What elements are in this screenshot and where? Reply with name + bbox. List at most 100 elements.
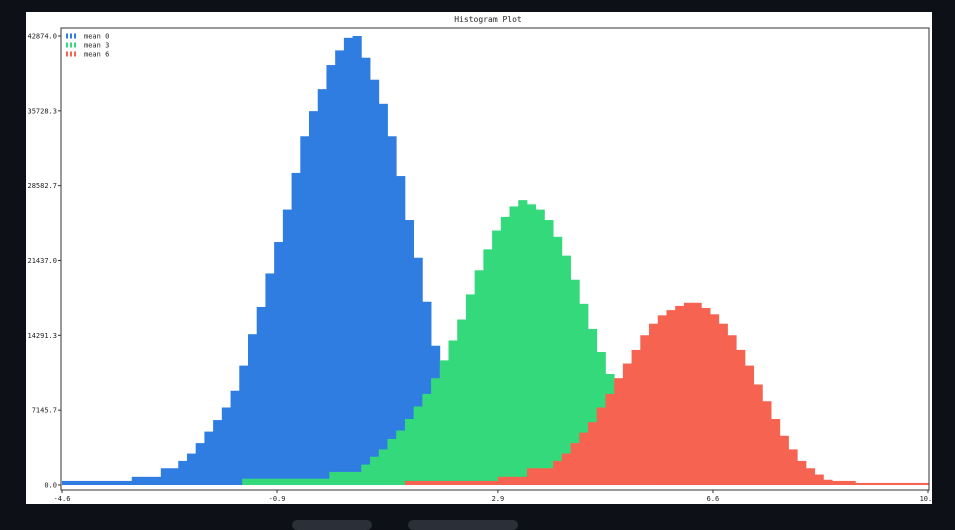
chart-title: Histogram Plot [454, 15, 522, 24]
histogram-bar [204, 431, 214, 485]
histogram-bar [370, 456, 380, 485]
histogram-bar [396, 430, 406, 485]
y-tick-label: 28582.7 [27, 182, 57, 190]
histogram-bar [221, 407, 231, 485]
y-tick-label: 7145.7 [32, 407, 57, 415]
histogram-bar [404, 419, 415, 485]
x-tick-label: -0.9 [269, 495, 286, 503]
histogram-bar [413, 406, 423, 485]
histogram-bar [242, 478, 330, 485]
histogram-bar [788, 449, 798, 485]
histogram-bar [509, 206, 519, 485]
histogram-bar [823, 479, 833, 485]
histogram-bar [553, 236, 563, 485]
histogram-bar [309, 111, 319, 485]
histogram-bar [710, 314, 720, 485]
histogram-bar [683, 302, 694, 485]
histogram-bar [631, 349, 641, 485]
x-tick-label: 6.6 [707, 495, 720, 503]
histogram-bar [62, 480, 133, 485]
histogram-bar [291, 172, 301, 486]
legend-marker [66, 42, 76, 48]
histogram-bar [814, 474, 824, 485]
histogram-bar [666, 310, 676, 485]
x-tick-label: 10.3 [920, 495, 932, 503]
series-1 [62, 36, 449, 486]
plot-frame [60, 27, 930, 491]
histogram-bar [413, 257, 423, 485]
histogram-bar [213, 420, 223, 485]
histogram-bar [265, 273, 275, 485]
histogram-bar [596, 407, 606, 485]
histogram-bar [500, 216, 510, 485]
histogram-bar [465, 294, 476, 485]
histogram-bar [230, 390, 240, 485]
histogram-bar [561, 255, 571, 485]
histogram-bar [587, 422, 598, 485]
histogram-plot: Histogram Plot -4.6 -0.9 2.9 6.6 10.3 0.0 7145… [27, 15, 932, 504]
toolbar-chip[interactable] [292, 520, 372, 530]
histogram-bar [649, 323, 659, 485]
y-tick-label: 14291.3 [27, 332, 57, 340]
histogram-bar [361, 57, 371, 485]
histogram-bar [526, 204, 537, 485]
histogram-bar [570, 279, 580, 485]
histogram-bar [614, 378, 624, 485]
histogram-bar [457, 319, 467, 485]
histogram-bar [378, 449, 388, 485]
histogram-bar [570, 443, 580, 485]
histogram-bar [605, 393, 615, 485]
histogram-bar [535, 209, 545, 485]
histogram-bar [343, 37, 354, 485]
histogram-bar [404, 220, 415, 486]
histogram-bar [396, 176, 406, 485]
histogram-bar [239, 365, 249, 485]
legend-label: mean 0 [84, 33, 109, 41]
y-tick-label: 0.0 [44, 482, 57, 490]
histogram-bar [474, 270, 484, 485]
histogram-bar [178, 460, 188, 485]
histogram-bar [317, 89, 327, 485]
histogram-bar [378, 103, 388, 486]
histogram-bar [718, 323, 728, 485]
histogram-bar [492, 230, 502, 485]
histogram-bar [256, 306, 266, 485]
histogram-bar [422, 301, 432, 485]
histogram-bar [832, 480, 856, 485]
histogram-bar [855, 482, 929, 485]
histogram-bar [762, 401, 772, 485]
histogram-bar [675, 305, 685, 485]
histogram-bar [744, 365, 755, 485]
x-tick-label: -4.6 [54, 495, 71, 503]
histogram-bar [335, 50, 345, 485]
histogram-bar [692, 302, 702, 485]
series-3 [404, 302, 929, 485]
histogram-bar [727, 335, 737, 485]
histogram-bar [497, 476, 528, 485]
histogram-bar [329, 471, 362, 485]
histogram-bar [422, 393, 432, 485]
histogram-bar [247, 334, 258, 485]
histogram-bar [195, 443, 205, 485]
histogram-figure: Histogram Plot -4.6 -0.9 2.9 6.6 10.3 0.0 7145… [26, 12, 932, 504]
axes-layer: -4.6 -0.9 2.9 6.6 10.3 0.0 7145.7 14291.3 21437.… [27, 33, 932, 504]
histogram-bar [274, 242, 284, 485]
histogram-bar [439, 360, 449, 485]
histogram-bar [483, 249, 493, 485]
histogram-bar [701, 308, 711, 485]
histogram-bar [622, 363, 632, 485]
y-tick-label: 35728.3 [27, 107, 57, 115]
legend-marker [66, 33, 76, 39]
histogram-bar [579, 432, 589, 485]
histogram-bar [387, 136, 397, 485]
histogram-bar [561, 453, 571, 485]
toolbar-chip[interactable] [408, 520, 518, 530]
histogram-bar [805, 468, 816, 485]
histogram-bar [518, 200, 528, 485]
y-tick-label: 21437.0 [27, 257, 57, 265]
histogram-bar [779, 435, 789, 485]
histogram-bar [736, 349, 746, 485]
histogram-bar [640, 335, 650, 485]
histogram-bar [753, 384, 763, 485]
